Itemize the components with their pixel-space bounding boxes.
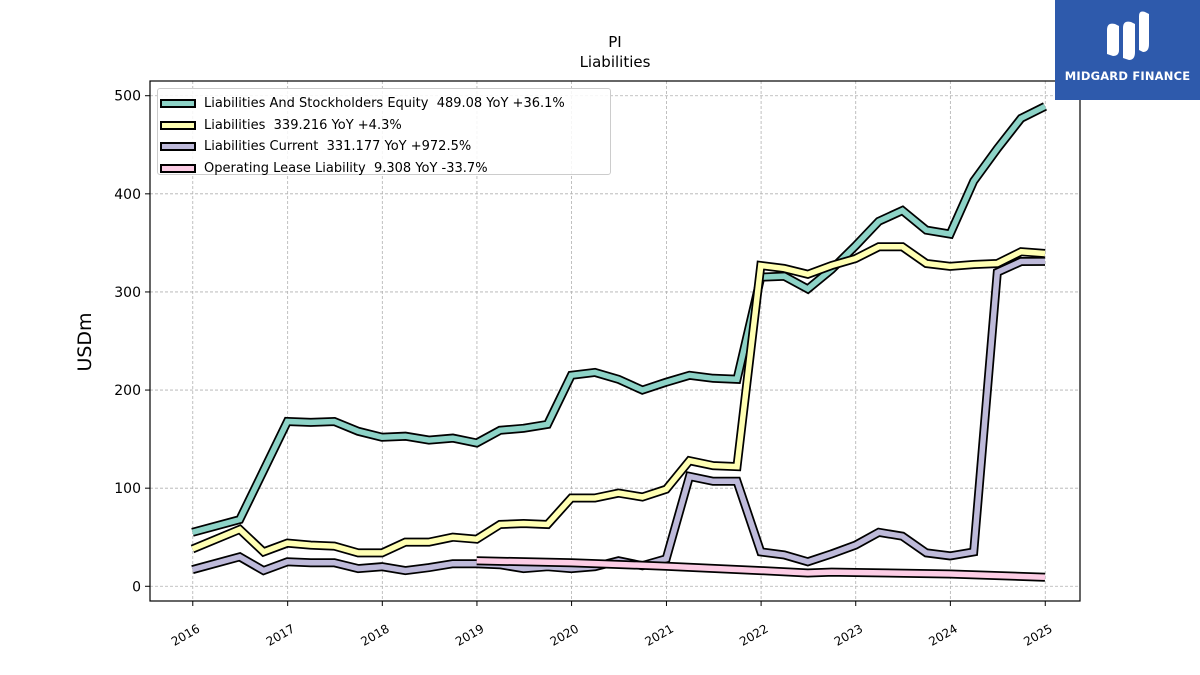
x-tick-label: 2024 bbox=[926, 621, 959, 648]
y-tick-label: 100 bbox=[114, 481, 141, 497]
legend-label: Operating Lease Liability 9.308 YoY -33.… bbox=[204, 160, 488, 176]
legend-item: Liabilities Current 331.177 YoY +972.5% bbox=[158, 136, 610, 158]
x-tick-label: 2025 bbox=[1021, 621, 1054, 648]
x-tick-label: 2020 bbox=[548, 621, 581, 648]
legend-label: Liabilities Current 331.177 YoY +972.5% bbox=[204, 139, 472, 155]
x-tick-label: 2022 bbox=[737, 621, 770, 648]
x-tick-label: 2023 bbox=[832, 621, 865, 648]
x-tick-label: 2019 bbox=[453, 621, 486, 648]
x-tick-label: 2018 bbox=[358, 621, 391, 648]
brand-logo: MIDGARD FINANCE bbox=[1055, 0, 1200, 100]
series-4 bbox=[476, 556, 1046, 582]
y-axis-label: USDm bbox=[74, 312, 96, 371]
legend-item: Liabilities 339.216 YoY +4.3% bbox=[158, 115, 610, 137]
legend-label: Liabilities 339.216 YoY +4.3% bbox=[204, 117, 402, 133]
legend-swatch bbox=[160, 142, 196, 152]
y-tick-label: 300 bbox=[114, 285, 141, 301]
series-lines bbox=[190, 102, 1048, 582]
series-2 bbox=[190, 242, 1046, 558]
legend-item: Liabilities And Stockholders Equity 489.… bbox=[158, 93, 610, 115]
legend-swatch bbox=[160, 120, 196, 130]
x-tick-label: 2016 bbox=[169, 621, 202, 648]
chart-subtitle: Liabilities bbox=[580, 53, 651, 71]
series-line bbox=[191, 103, 1047, 535]
series-line bbox=[191, 244, 1046, 556]
y-tick-label: 0 bbox=[132, 579, 141, 595]
x-tick-label: 2021 bbox=[643, 621, 676, 648]
chart-title: PI bbox=[608, 33, 621, 51]
series-line bbox=[191, 258, 1046, 574]
y-tick-label: 200 bbox=[114, 383, 141, 399]
legend: Liabilities And Stockholders Equity 489.… bbox=[157, 88, 611, 176]
legend-item: Operating Lease Liability 9.308 YoY -33.… bbox=[158, 158, 610, 180]
series-outline bbox=[191, 256, 1046, 576]
y-tick-label: 500 bbox=[114, 89, 141, 105]
series-1 bbox=[191, 102, 1048, 537]
series-line bbox=[476, 558, 1046, 580]
plot-frame bbox=[149, 80, 1081, 602]
series-outline bbox=[190, 242, 1046, 558]
series-3 bbox=[191, 256, 1046, 576]
legend-swatch bbox=[160, 99, 196, 109]
midgard-logo-icon bbox=[1107, 11, 1149, 61]
brand-name: MIDGARD FINANCE bbox=[1064, 69, 1191, 83]
x-tick-label: 2017 bbox=[264, 621, 297, 648]
legend-label: Liabilities And Stockholders Equity 489.… bbox=[204, 96, 565, 112]
legend-swatch bbox=[160, 163, 196, 173]
y-tick-label: 400 bbox=[114, 187, 141, 203]
